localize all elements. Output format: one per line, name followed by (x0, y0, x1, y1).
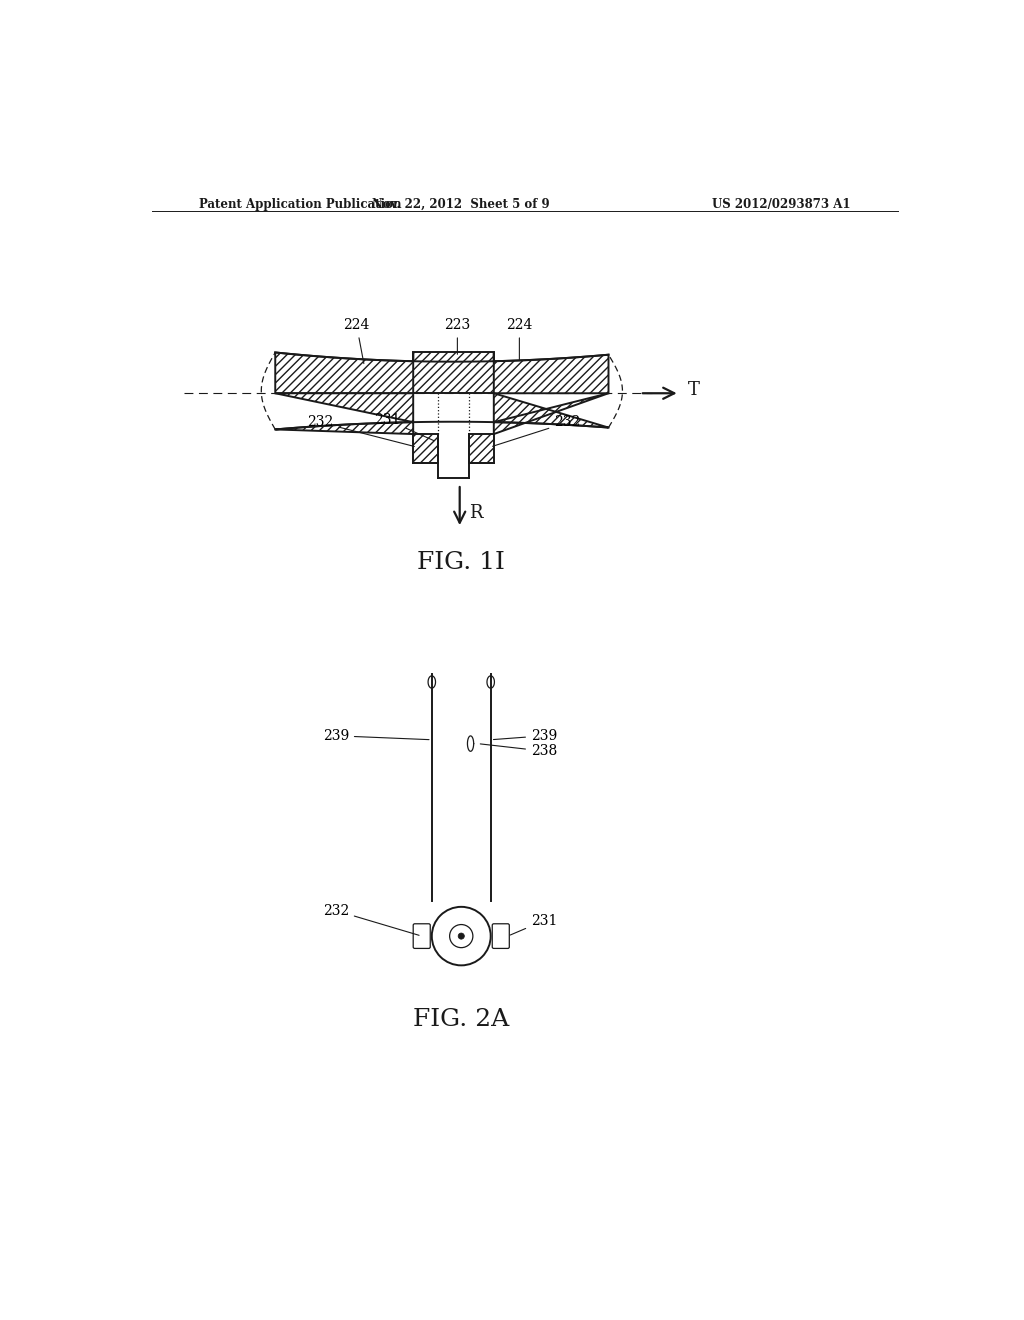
Text: 232: 232 (307, 416, 415, 446)
Text: 232: 232 (323, 903, 419, 936)
FancyBboxPatch shape (493, 924, 509, 949)
Polygon shape (469, 434, 494, 462)
Text: 224: 224 (343, 318, 370, 363)
Text: 231: 231 (375, 413, 434, 441)
Polygon shape (414, 434, 438, 462)
Text: 238: 238 (480, 744, 557, 758)
Text: R: R (469, 504, 482, 521)
Text: T: T (687, 381, 699, 399)
Text: FIG. 1I: FIG. 1I (418, 552, 505, 574)
Polygon shape (275, 393, 414, 434)
Text: 232: 232 (493, 416, 581, 446)
FancyBboxPatch shape (414, 924, 430, 949)
Polygon shape (494, 352, 608, 393)
Text: Nov. 22, 2012  Sheet 5 of 9: Nov. 22, 2012 Sheet 5 of 9 (373, 198, 550, 211)
Text: 239: 239 (494, 729, 557, 743)
Text: 224: 224 (506, 318, 532, 359)
Polygon shape (275, 352, 414, 393)
Circle shape (458, 933, 464, 940)
Text: 231: 231 (510, 913, 557, 935)
Text: FIG. 2A: FIG. 2A (413, 1007, 509, 1031)
Text: Patent Application Publication: Patent Application Publication (200, 198, 402, 211)
Polygon shape (494, 393, 608, 434)
Text: 239: 239 (323, 729, 429, 743)
Polygon shape (414, 352, 494, 393)
Text: 223: 223 (444, 318, 470, 354)
Text: US 2012/0293873 A1: US 2012/0293873 A1 (712, 198, 850, 211)
